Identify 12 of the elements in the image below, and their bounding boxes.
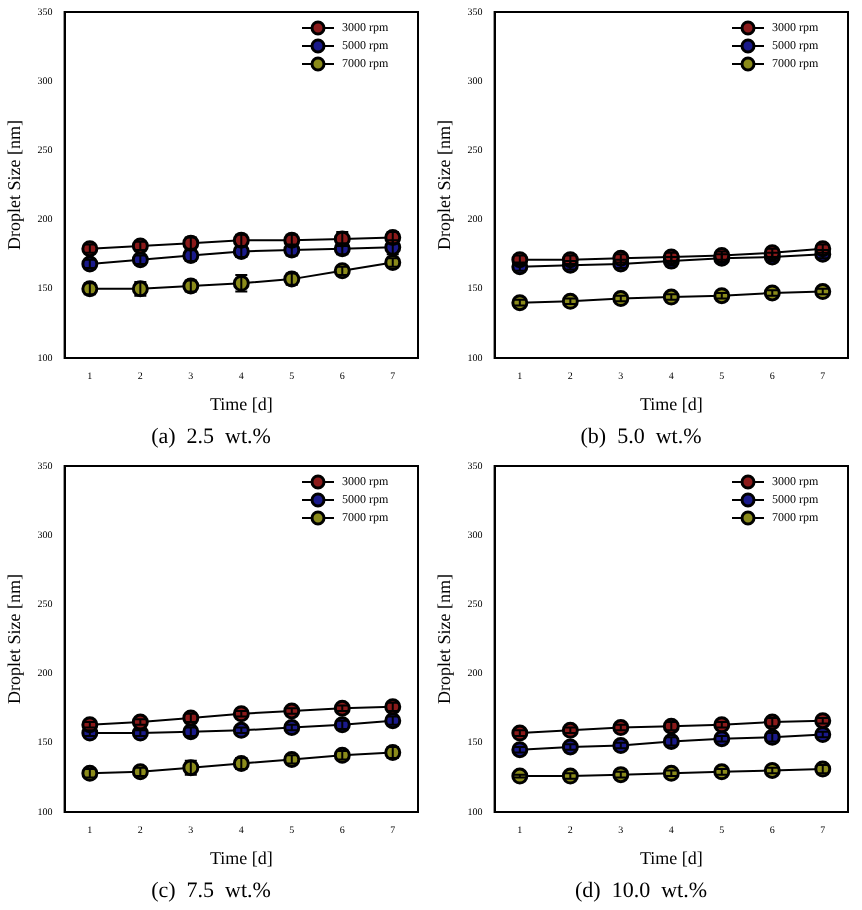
- x-axis-title: Time [d]: [209, 847, 273, 868]
- x-axis-title: Time [d]: [639, 847, 703, 868]
- y-axis-title: Droplet Size [nm]: [3, 574, 24, 704]
- x-axis-title: Time [d]: [209, 393, 273, 414]
- y-axis-title: Droplet Size [nm]: [3, 120, 24, 250]
- y-axis-title: Droplet Size [nm]: [433, 574, 454, 704]
- x-axis-title: Time [d]: [639, 393, 703, 414]
- y-axis-title: Droplet Size [nm]: [433, 120, 454, 250]
- text: (b) 5.0 wt.%: [580, 424, 702, 449]
- text: (c) 7.5 wt.%: [151, 878, 271, 903]
- text: (d) 10.0 wt.%: [575, 878, 707, 903]
- text: (a) 2.5 wt.%: [151, 424, 271, 449]
